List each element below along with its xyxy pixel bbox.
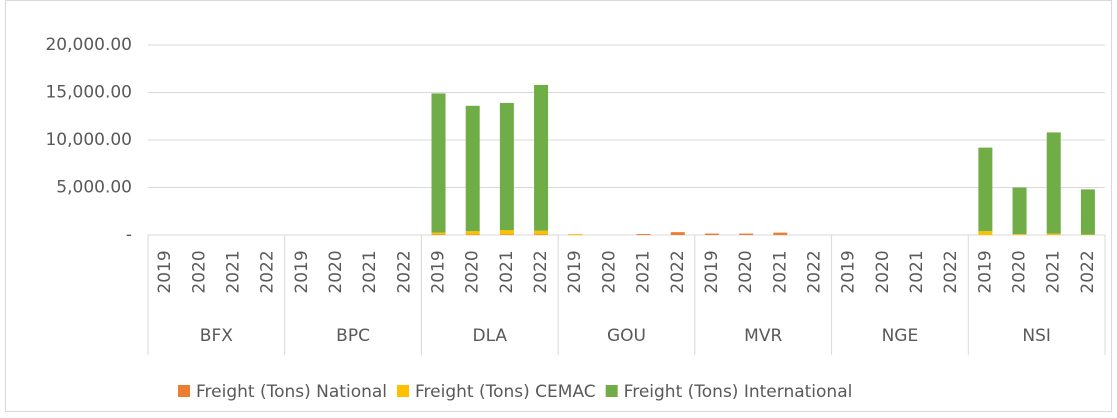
group-label: DLA	[472, 326, 507, 346]
x-tick-label: 2020	[1010, 250, 1030, 293]
legend-label: Freight (Tons) CEMAC	[415, 382, 596, 402]
bar-segment	[499, 102, 514, 231]
bar-segment	[431, 232, 446, 235]
y-tick-label: 5,000.00	[56, 178, 132, 198]
bar-segment	[1012, 187, 1027, 235]
bar-segment	[670, 232, 685, 235]
bar-segment	[499, 230, 514, 235]
x-tick-label: 2022	[941, 250, 961, 293]
bar-segment	[534, 230, 549, 235]
x-tick-label: 2021	[497, 250, 517, 293]
bar-segment	[773, 232, 788, 235]
legend-label: Freight (Tons) International	[624, 382, 853, 402]
group-label: GOU	[607, 326, 646, 346]
x-tick-label: 2020	[873, 250, 893, 293]
y-tick-label: -	[126, 225, 132, 245]
group-label: NSI	[1022, 326, 1051, 346]
x-tick-label: 2020	[326, 250, 346, 293]
x-tick-label: 2021	[223, 250, 243, 293]
bar-segment	[431, 93, 446, 233]
x-tick-label: 2021	[634, 250, 654, 293]
x-tick-label: 2022	[1078, 250, 1098, 293]
bar-segment	[1046, 233, 1061, 235]
bar-segment	[465, 231, 480, 235]
bar-segment	[1080, 189, 1095, 235]
x-tick-label: 2020	[189, 250, 209, 293]
bar-segment	[739, 233, 754, 235]
x-tick-label: 2021	[907, 250, 927, 293]
x-tick-label: 2019	[839, 250, 859, 293]
bar-segment	[465, 105, 480, 232]
x-tick-label: 2019	[429, 250, 449, 293]
bar-segment	[534, 84, 549, 231]
x-tick-label: 2019	[565, 250, 585, 293]
x-tick-label: 2019	[155, 250, 175, 293]
bar-segment	[978, 147, 993, 232]
x-tick-label: 2021	[770, 250, 790, 293]
group-label: BPC	[336, 326, 370, 346]
bar-segment	[568, 234, 583, 235]
bar-segment	[636, 234, 651, 235]
legend-swatch	[605, 385, 618, 397]
x-tick-label: 2022	[394, 250, 414, 293]
x-tick-label: 2021	[360, 250, 380, 293]
x-tick-label: 2020	[599, 250, 619, 293]
group-label: MVR	[744, 326, 782, 346]
bar-segment	[978, 231, 993, 235]
y-tick-label: 20,000.00	[45, 35, 132, 55]
group-label: BFX	[200, 326, 233, 346]
x-tick-label: 2022	[668, 250, 688, 293]
y-tick-label: 15,000.00	[45, 83, 132, 103]
legend-swatch	[397, 385, 410, 397]
x-tick-label: 2020	[736, 250, 756, 293]
x-tick-label: 2021	[1044, 250, 1064, 293]
chart-frame	[5, 0, 1112, 412]
legend-label: Freight (Tons) National	[196, 382, 387, 402]
legend-swatch	[178, 385, 190, 397]
x-tick-label: 2019	[975, 250, 995, 293]
x-tick-label: 2020	[463, 250, 483, 293]
group-label: NGE	[882, 326, 919, 346]
x-tick-label: 2022	[258, 250, 278, 293]
bar-segment	[1012, 234, 1027, 235]
bar-segment	[704, 233, 719, 235]
x-tick-label: 2019	[702, 250, 722, 293]
x-tick-label: 2019	[292, 250, 312, 293]
x-tick-label: 2022	[531, 250, 551, 293]
x-tick-label: 2022	[804, 250, 824, 293]
y-tick-label: 10,000.00	[45, 130, 132, 150]
bar-segment	[1046, 132, 1061, 234]
